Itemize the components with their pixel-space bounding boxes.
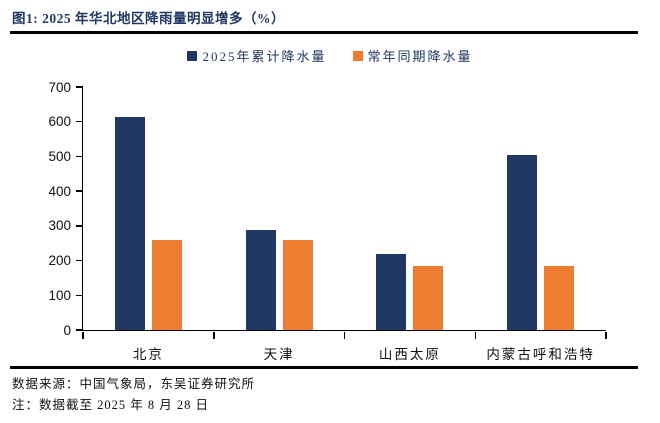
bar-group-1: 北京 [83, 87, 214, 362]
bottom-rule [10, 366, 638, 369]
bar-group-3: 山西太原 [345, 87, 476, 362]
bar-2025-2 [245, 230, 276, 330]
legend-marker-normal [352, 50, 363, 61]
legend-item-normal: 常年同期降水量 [352, 46, 473, 65]
y-axis-label-600: 600 [48, 114, 71, 130]
figure-title: 图1: 2025 年华北地区降雨量明显增多（%） [12, 11, 285, 26]
x-axis-category-label-2: 天津 [263, 347, 295, 362]
y-axis-tick [76, 86, 83, 88]
x-axis-category-label-1: 北京 [132, 347, 164, 362]
x-axis-tick [213, 331, 215, 339]
y-axis-label-500: 500 [48, 148, 71, 164]
y-axis-label-700: 700 [48, 79, 71, 95]
top-rule [10, 31, 638, 34]
y-axis-tick [76, 120, 83, 123]
legend-label-2025: 2025年累计降水量 [202, 49, 327, 64]
data-cutoff-note: 注：数据截至 2025 年 8 月 28 日 [12, 398, 210, 412]
x-axis-tick [474, 331, 476, 339]
y-axis-tick [76, 190, 83, 192]
y-axis-label-400: 400 [48, 183, 71, 199]
x-axis-tick [343, 331, 346, 339]
y-axis-tick [76, 329, 83, 331]
bar-normal-1 [151, 239, 182, 330]
bar-2025-4 [507, 154, 538, 330]
chart-legend: 2025年累计降水量 常年同期降水量 [0, 46, 660, 65]
y-axis-tick [76, 225, 83, 227]
y-axis-label-200: 200 [48, 253, 71, 269]
legend-marker-2025 [187, 50, 198, 61]
figure-footer: 数据来源：中国气象局，东吴证券研究所 注：数据截至 2025 年 8 月 28 … [12, 374, 648, 416]
bar-group-4: 内蒙古呼和浩特 [475, 87, 606, 362]
y-axis-label-300: 300 [48, 218, 71, 234]
bar-normal-2 [282, 240, 313, 330]
bar-2025-1 [114, 116, 145, 330]
legend-label-normal: 常年同期降水量 [367, 49, 473, 64]
x-axis-category-label-4: 内蒙古呼和浩特 [486, 347, 595, 362]
bar-2025-3 [376, 254, 407, 330]
bar-normal-3 [413, 265, 444, 330]
x-axis-category-label-3: 山西太原 [378, 347, 441, 362]
bar-normal-4 [544, 265, 575, 330]
bar-chart-plot-area: 0 100 200 300 400 500 600 700 北京 天津 山西太原 内蒙古呼和浩特 [48, 80, 607, 362]
data-source-note: 数据来源：中国气象局，东吴证券研究所 [12, 377, 256, 391]
bar-group-2: 天津 [214, 87, 345, 362]
y-axis-label-0: 0 [63, 322, 71, 338]
x-axis-tick [82, 331, 84, 339]
y-axis-tick [76, 259, 83, 262]
legend-item-2025: 2025年累计降水量 [187, 46, 326, 65]
y-axis-tick [76, 155, 83, 158]
y-axis-tick [76, 294, 83, 297]
x-axis-tick [605, 331, 607, 339]
y-axis-label-100: 100 [48, 287, 71, 303]
